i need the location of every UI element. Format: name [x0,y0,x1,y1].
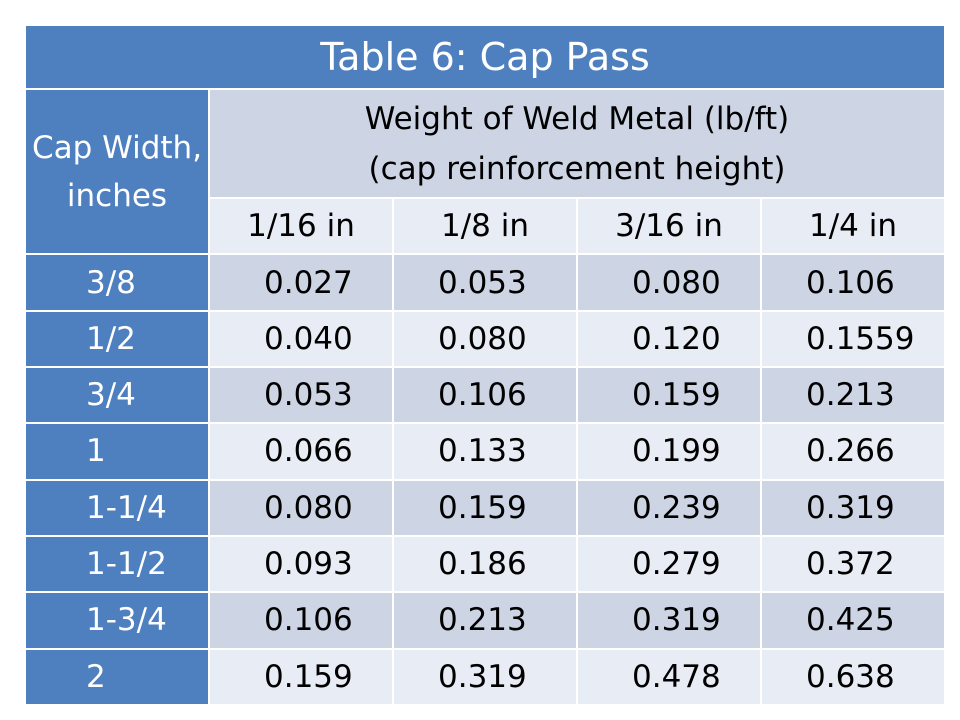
table-cell: 0.186 [392,534,578,594]
table-cell: 0.080 [576,253,762,312]
table-cell: 0.213 [392,591,578,650]
table-title: Table 6: Cap Pass [23,23,947,91]
table-body: 3/8 0.027 0.053 0.080 0.106 1/2 0.040 0.080 0.12… [24,253,947,707]
column-group-line1: Weight of Weld Metal (lb/ft) [364,100,790,137]
row-label: 3/8 [24,253,210,312]
cap-pass-table: Table 6: Cap Pass Cap Width, inches Weig… [23,23,947,707]
table-row: 1-3/4 0.106 0.213 0.319 0.425 [24,591,947,650]
table-row: 1 0.066 0.133 0.199 0.266 [24,422,947,481]
table-cell: 0.080 [392,309,578,369]
table-cell: 0.279 [576,534,762,594]
table-row: 1-1/4 0.080 0.159 0.239 0.319 [24,478,947,537]
table-cell: 0.372 [759,534,947,594]
table-cell: 0.1559 [759,309,947,369]
table-row: 3/8 0.027 0.053 0.080 0.106 [24,253,947,312]
table-cell: 0.133 [392,422,578,481]
row-label: 1/2 [24,309,210,369]
table-cell: 0.093 [208,534,394,594]
table-cell: 0.159 [576,365,762,425]
header-row-1: Cap Width, inches Weight of Weld Metal (… [24,88,947,256]
row-label: 3/4 [24,365,210,425]
column-group-line2: (cap reinforcement height) [368,150,786,187]
column-header: 1/4 in [759,196,947,256]
table-cell: 0.040 [208,309,394,369]
column-group-label: Weight of Weld Metal (lb/ft) (cap reinfo… [207,88,947,199]
column-header: 1/16 in [208,196,394,256]
table-cell: 0.425 [759,591,947,650]
column-header: 3/16 in [576,196,762,256]
row-header-label: Cap Width, inches [24,88,210,256]
table-row: 1-1/2 0.093 0.186 0.279 0.372 [24,534,947,594]
table-cell: 0.053 [208,365,394,425]
row-label: 1-3/4 [24,591,210,650]
row-label: 1-1/4 [24,478,210,537]
column-header: 1/8 in [392,196,578,256]
table-cell: 0.239 [576,478,762,537]
title-row: Table 6: Cap Pass [23,23,947,91]
table-cell: 0.199 [576,422,762,481]
table-cell: 0.159 [392,478,578,537]
row-header-line1: Cap Width, [31,129,203,166]
table-cell: 0.106 [759,253,947,312]
row-label: 1 [24,422,210,481]
table-cell: 0.106 [392,365,578,425]
table-row: 2 0.159 0.319 0.478 0.638 [24,647,947,707]
table-cell: 0.319 [392,647,578,707]
table-cell: 0.638 [759,647,947,707]
table-cell: 0.159 [208,647,394,707]
table-row: 1/2 0.040 0.080 0.120 0.1559 [24,309,947,369]
row-label: 1-1/2 [24,534,210,594]
table-cell: 0.213 [759,365,947,425]
table-cell: 0.053 [392,253,578,312]
row-header-line2: inches [66,177,168,214]
table-cell: 0.319 [576,591,762,650]
table-cell: 0.266 [759,422,947,481]
table-cell: 0.106 [208,591,394,650]
table-cell: 0.027 [208,253,394,312]
table-cell: 0.120 [576,309,762,369]
row-label: 2 [24,647,210,707]
table-cell: 0.319 [759,478,947,537]
table-cell: 0.066 [208,422,394,481]
table-cell: 0.080 [208,478,394,537]
table-cell: 0.478 [576,647,762,707]
header-row-units: 1/16 in 1/8 in 3/16 in 1/4 in [25,196,947,256]
table-row: 3/4 0.053 0.106 0.159 0.213 [24,365,947,425]
